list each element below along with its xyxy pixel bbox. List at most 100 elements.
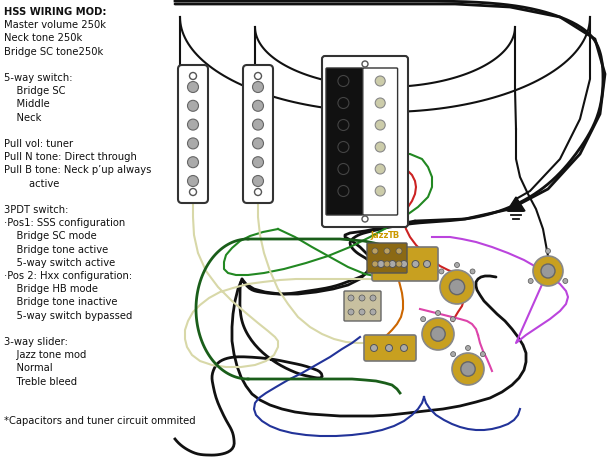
Circle shape xyxy=(375,121,385,131)
Circle shape xyxy=(436,311,440,316)
Circle shape xyxy=(187,157,198,168)
Circle shape xyxy=(422,318,454,350)
Circle shape xyxy=(401,261,407,268)
Circle shape xyxy=(187,120,198,131)
Circle shape xyxy=(378,261,384,268)
FancyBboxPatch shape xyxy=(363,69,398,216)
Circle shape xyxy=(375,77,385,87)
Circle shape xyxy=(451,352,456,357)
Circle shape xyxy=(375,99,385,109)
Circle shape xyxy=(470,269,475,274)
Circle shape xyxy=(563,279,568,284)
FancyBboxPatch shape xyxy=(178,66,208,203)
Text: Bridge HB mode: Bridge HB mode xyxy=(4,284,98,294)
Circle shape xyxy=(533,257,563,286)
FancyBboxPatch shape xyxy=(243,66,273,203)
Circle shape xyxy=(359,309,365,315)
Circle shape xyxy=(348,309,354,315)
FancyBboxPatch shape xyxy=(344,291,381,321)
Text: active: active xyxy=(4,178,59,188)
Circle shape xyxy=(401,345,407,352)
Text: Bridge SC mode: Bridge SC mode xyxy=(4,231,97,241)
Text: 5-way switch active: 5-way switch active xyxy=(4,257,115,267)
Circle shape xyxy=(375,143,385,153)
Circle shape xyxy=(187,139,198,150)
Circle shape xyxy=(370,345,378,352)
Circle shape xyxy=(253,101,264,112)
Text: 5-way switch:: 5-way switch: xyxy=(4,73,73,83)
Text: Jazz: Jazz xyxy=(370,230,389,240)
Circle shape xyxy=(396,262,402,268)
Circle shape xyxy=(253,139,264,150)
Circle shape xyxy=(253,82,264,93)
Text: Bridge SC: Bridge SC xyxy=(4,86,65,96)
Circle shape xyxy=(338,98,349,109)
FancyBboxPatch shape xyxy=(364,335,416,361)
Circle shape xyxy=(454,263,459,268)
Circle shape xyxy=(338,76,349,87)
Circle shape xyxy=(528,279,533,284)
Circle shape xyxy=(375,165,385,174)
Circle shape xyxy=(187,176,198,187)
Text: Pull B tone: Neck p’up always: Pull B tone: Neck p’up always xyxy=(4,165,151,175)
Circle shape xyxy=(423,261,431,268)
Circle shape xyxy=(372,248,378,254)
Circle shape xyxy=(362,217,368,223)
Text: Normal: Normal xyxy=(4,363,52,373)
Circle shape xyxy=(338,186,349,197)
Text: ·Pos1: SSS configuration: ·Pos1: SSS configuration xyxy=(4,218,125,228)
Text: Bridge tone inactive: Bridge tone inactive xyxy=(4,297,118,307)
Circle shape xyxy=(431,327,445,341)
Circle shape xyxy=(348,295,354,302)
Text: *Capacitors and tuner circuit ommited: *Capacitors and tuner circuit ommited xyxy=(4,415,196,425)
Circle shape xyxy=(384,262,390,268)
Circle shape xyxy=(187,82,198,93)
Circle shape xyxy=(338,142,349,153)
Circle shape xyxy=(396,248,402,254)
Circle shape xyxy=(254,73,262,80)
FancyBboxPatch shape xyxy=(322,57,408,228)
Circle shape xyxy=(253,157,264,168)
Circle shape xyxy=(452,353,484,385)
Text: TB: TB xyxy=(388,230,400,240)
Text: Master volume 250k: Master volume 250k xyxy=(4,20,106,30)
Circle shape xyxy=(372,262,378,268)
Text: Neck tone 250k: Neck tone 250k xyxy=(4,34,82,43)
Circle shape xyxy=(439,269,444,274)
Circle shape xyxy=(545,249,550,254)
Text: HSS WIRING MOD:: HSS WIRING MOD: xyxy=(4,7,107,17)
Text: Jazz tone mod: Jazz tone mod xyxy=(4,349,87,359)
Text: Neck: Neck xyxy=(4,112,41,123)
Text: Middle: Middle xyxy=(4,99,50,109)
Circle shape xyxy=(370,295,376,302)
Circle shape xyxy=(359,295,365,302)
Circle shape xyxy=(338,120,349,131)
Circle shape xyxy=(450,280,465,295)
Circle shape xyxy=(461,362,475,376)
Circle shape xyxy=(389,261,396,268)
Circle shape xyxy=(338,164,349,175)
Circle shape xyxy=(253,120,264,131)
Circle shape xyxy=(187,101,198,112)
Circle shape xyxy=(421,317,426,322)
Circle shape xyxy=(253,176,264,187)
Circle shape xyxy=(362,62,368,68)
Polygon shape xyxy=(507,197,525,212)
Text: Treble bleed: Treble bleed xyxy=(4,376,77,386)
Circle shape xyxy=(190,73,196,80)
Text: Bridge tone active: Bridge tone active xyxy=(4,244,108,254)
Circle shape xyxy=(190,189,196,196)
Circle shape xyxy=(412,261,419,268)
Circle shape xyxy=(254,189,262,196)
Circle shape xyxy=(384,248,390,254)
FancyBboxPatch shape xyxy=(367,243,407,274)
Text: 3-way slider:: 3-way slider: xyxy=(4,336,68,346)
Circle shape xyxy=(375,187,385,196)
Text: ·Pos 2: Hxx configuration:: ·Pos 2: Hxx configuration: xyxy=(4,270,132,280)
Circle shape xyxy=(440,270,474,304)
FancyBboxPatch shape xyxy=(372,247,438,281)
Circle shape xyxy=(541,264,555,279)
Text: Bridge SC tone250k: Bridge SC tone250k xyxy=(4,46,103,56)
FancyBboxPatch shape xyxy=(326,69,363,216)
Circle shape xyxy=(480,352,486,357)
